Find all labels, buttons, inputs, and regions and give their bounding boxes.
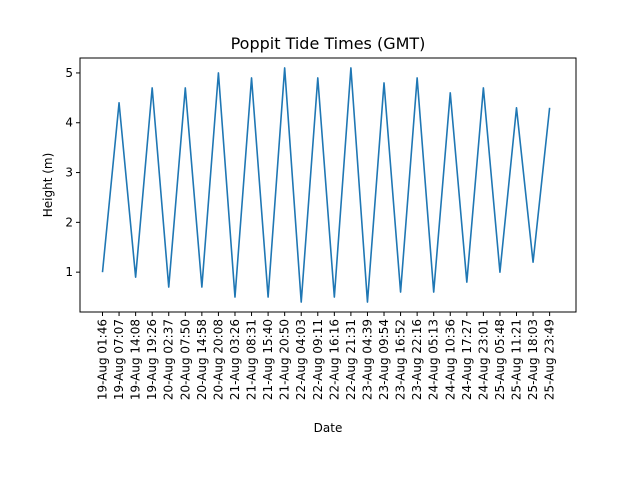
x-axis: 19-Aug 01:46 19-Aug 07:07 19-Aug 14:08 19-A… (96, 312, 557, 400)
x-tick-label: 19-Aug 19:26 (145, 319, 159, 400)
x-axis-label: Date (314, 421, 343, 435)
y-axis-label: Height (m) (41, 153, 55, 218)
x-tick-label: 25-Aug 11:21 (510, 319, 524, 400)
chart-title: Poppit Tide Times (GMT) (231, 34, 426, 53)
x-tick-label: 21-Aug 20:50 (278, 319, 292, 400)
x-tick-label: 20-Aug 07:50 (178, 319, 192, 400)
x-tick-label: 20-Aug 02:37 (162, 319, 176, 400)
x-tick-label: 19-Aug 14:08 (129, 319, 143, 400)
x-tick-label: 23-Aug 04:39 (360, 319, 374, 400)
x-tick-label: 24-Aug 05:13 (427, 319, 441, 400)
x-tick-label: 24-Aug 17:27 (460, 319, 474, 400)
x-tick-label: 19-Aug 07:07 (112, 319, 126, 400)
x-tick-label: 20-Aug 20:08 (211, 319, 225, 400)
y-axis: 1 2 3 4 5 (65, 66, 80, 279)
axes-frame (79, 57, 577, 313)
y-tick-label: 5 (65, 66, 73, 80)
x-tick-label: 23-Aug 22:16 (410, 319, 424, 400)
x-tick-label: 23-Aug 16:52 (394, 319, 408, 400)
x-tick-label: 22-Aug 04:03 (294, 319, 308, 400)
x-tick-label: 25-Aug 23:49 (543, 319, 557, 400)
x-tick-label: 22-Aug 09:11 (311, 319, 325, 400)
x-tick-label: 20-Aug 14:58 (195, 319, 209, 400)
y-tick-label: 3 (65, 166, 73, 180)
y-tick-label: 2 (65, 215, 73, 229)
x-tick-label: 23-Aug 09:54 (377, 319, 391, 400)
x-tick-label: 21-Aug 15:40 (261, 319, 275, 400)
x-tick-label: 22-Aug 16:16 (327, 319, 341, 400)
tide-height-line (101, 67, 551, 303)
x-tick-label: 21-Aug 03:26 (228, 319, 242, 400)
x-tick-label: 21-Aug 08:31 (245, 319, 259, 400)
x-tick-label: 22-Aug 21:31 (344, 319, 358, 400)
x-tick-label: 25-Aug 18:03 (526, 319, 540, 400)
x-tick-label: 24-Aug 23:01 (476, 319, 490, 400)
x-tick-label: 19-Aug 01:46 (96, 319, 110, 400)
plot-layer (101, 67, 551, 303)
y-tick-label: 1 (65, 265, 73, 279)
y-tick-label: 4 (65, 116, 73, 130)
x-tick-label: 25-Aug 05:48 (493, 319, 507, 400)
x-tick-label: 24-Aug 10:36 (443, 319, 457, 400)
